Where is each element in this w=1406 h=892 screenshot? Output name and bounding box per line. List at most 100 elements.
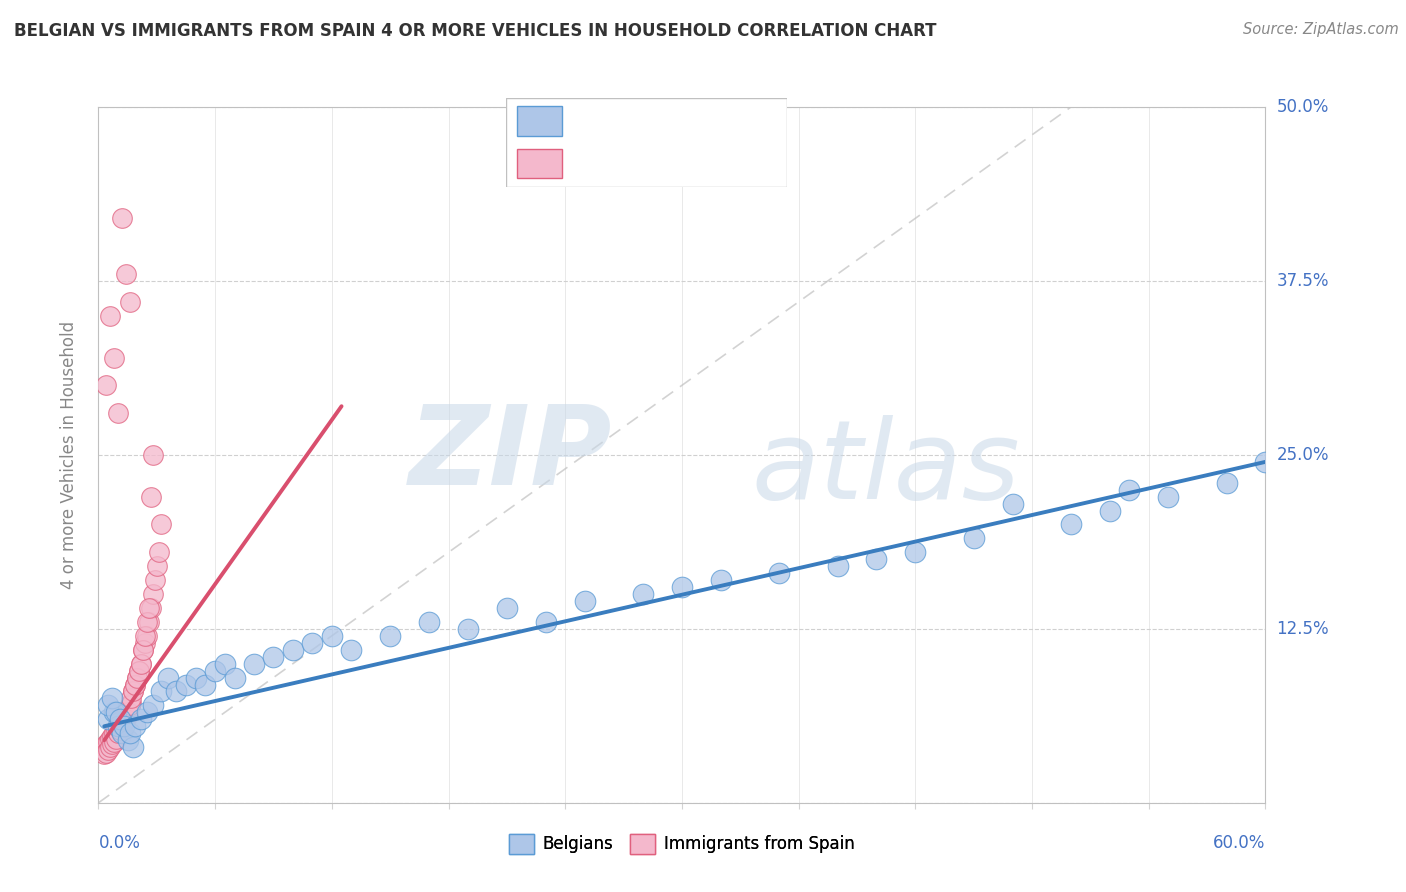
Point (378, 629, 402, 643)
Point (122, 684, 145, 698)
Point (108, 712, 131, 726)
Point (108, 718, 131, 732)
Point (165, 684, 187, 698)
Point (136, 706, 159, 720)
Point (97, 698, 120, 713)
FancyBboxPatch shape (517, 149, 562, 178)
FancyBboxPatch shape (506, 98, 787, 187)
Text: R = 0.494: R = 0.494 (574, 155, 664, 173)
Point (111, 715, 134, 730)
Text: 50.0%: 50.0% (1277, 98, 1329, 116)
Text: 60.0%: 60.0% (1213, 834, 1265, 852)
Point (114, 267, 136, 281)
Point (1254, 455, 1277, 469)
Text: atlas: atlas (752, 416, 1021, 523)
Point (121, 691, 143, 706)
Point (136, 629, 159, 643)
Point (97, 712, 120, 726)
Point (117, 706, 139, 720)
Point (98, 740, 121, 755)
Text: 0.0%: 0.0% (98, 834, 141, 852)
Point (124, 677, 146, 691)
Point (574, 594, 596, 608)
Point (107, 721, 129, 735)
Point (149, 517, 172, 532)
Point (827, 559, 849, 574)
Point (157, 671, 180, 685)
Point (281, 642, 304, 657)
Point (127, 671, 149, 685)
Point (96, 746, 118, 760)
Point (111, 211, 134, 226)
Point (124, 719, 146, 733)
Point (101, 737, 124, 751)
Point (101, 729, 124, 743)
Point (321, 629, 343, 643)
Point (142, 698, 165, 713)
Text: N = 52: N = 52 (689, 112, 756, 130)
Point (101, 691, 124, 706)
Point (768, 566, 790, 581)
Point (457, 622, 479, 636)
Point (224, 671, 246, 685)
Point (134, 636, 156, 650)
Point (495, 601, 517, 615)
Point (103, 726, 125, 740)
Point (129, 657, 152, 671)
Point (194, 677, 217, 691)
Point (124, 677, 146, 691)
Point (97, 734, 120, 748)
Point (142, 448, 165, 462)
Point (122, 684, 145, 698)
Point (96, 737, 118, 751)
Point (1060, 517, 1083, 532)
Point (128, 664, 150, 678)
Point (98, 309, 121, 323)
Point (93, 740, 115, 755)
Point (132, 642, 155, 657)
Point (534, 615, 557, 629)
Point (117, 706, 139, 721)
Point (107, 406, 129, 420)
Point (134, 629, 156, 643)
Point (112, 712, 135, 726)
Point (214, 657, 236, 671)
Text: 37.5%: 37.5% (1277, 272, 1329, 290)
Point (142, 587, 165, 601)
Point (129, 712, 152, 726)
Point (146, 559, 169, 574)
Point (108, 723, 131, 738)
Point (103, 734, 125, 748)
Point (118, 726, 141, 740)
FancyBboxPatch shape (517, 106, 562, 136)
Point (671, 580, 693, 594)
Point (107, 719, 129, 733)
Point (104, 706, 127, 720)
Point (204, 664, 226, 678)
Point (117, 733, 139, 747)
Point (129, 657, 152, 671)
Point (132, 642, 155, 657)
Point (710, 573, 733, 587)
Point (418, 615, 440, 629)
Point (118, 698, 141, 713)
Point (243, 657, 266, 671)
Point (103, 706, 125, 720)
Text: ZIP: ZIP (408, 401, 612, 508)
Point (112, 719, 135, 733)
Point (93, 747, 115, 761)
Text: N = 63: N = 63 (689, 155, 756, 173)
Point (111, 719, 134, 733)
Point (107, 726, 129, 740)
Text: BELGIAN VS IMMIGRANTS FROM SPAIN 4 OR MORE VEHICLES IN HOUSEHOLD CORRELATION CHA: BELGIAN VS IMMIGRANTS FROM SPAIN 4 OR MO… (14, 22, 936, 40)
Point (98, 731, 121, 746)
Point (262, 649, 284, 664)
Point (149, 684, 172, 698)
Point (174, 677, 197, 691)
Point (1157, 490, 1180, 504)
Point (127, 671, 149, 685)
Point (962, 532, 984, 546)
Text: R = 0.593: R = 0.593 (574, 112, 664, 130)
Point (104, 723, 127, 738)
Text: 12.5%: 12.5% (1277, 620, 1329, 638)
